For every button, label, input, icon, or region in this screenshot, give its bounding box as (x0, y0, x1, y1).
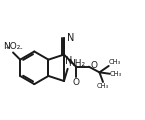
Text: -: - (19, 45, 22, 51)
Text: N: N (65, 56, 73, 66)
Text: NH₂: NH₂ (68, 59, 85, 68)
Text: NO₂: NO₂ (4, 42, 21, 51)
Text: +: + (4, 45, 9, 50)
Text: N: N (67, 33, 74, 43)
Text: O: O (90, 61, 97, 70)
Text: CH₃: CH₃ (97, 83, 109, 89)
Text: CH₃: CH₃ (110, 71, 122, 77)
Text: CH₃: CH₃ (109, 59, 121, 65)
Text: O: O (72, 78, 80, 87)
